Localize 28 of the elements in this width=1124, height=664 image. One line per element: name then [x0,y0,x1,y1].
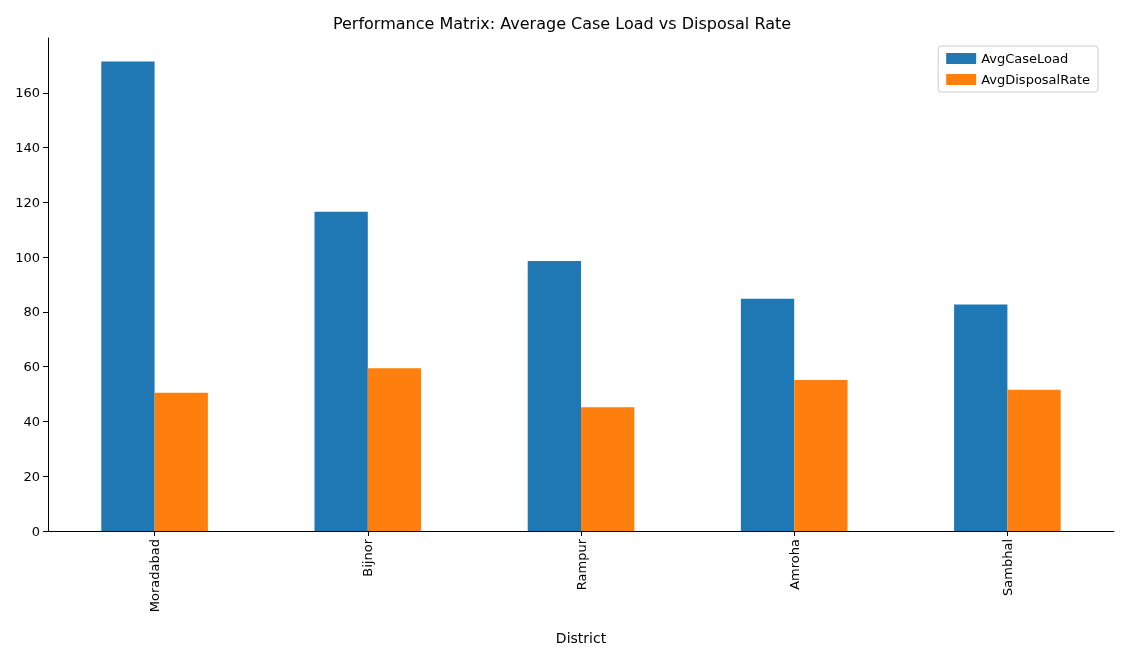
bar [740,298,795,531]
bar [1007,389,1061,531]
x-tick-label: Sambhal [999,539,1015,596]
bar [527,260,581,531]
bar [581,407,635,531]
bar [367,368,422,531]
x-tick-label: Moradabad [147,539,163,613]
y-tick-label: 40 [23,413,40,429]
y-tick-label: 160 [15,85,40,101]
y-tick-label: 0 [31,523,40,539]
legend-label: AvgCaseLoad [981,51,1069,66]
y-tick-label: 20 [23,468,40,484]
y-tick-label: 100 [15,249,40,265]
y-tick-label: 80 [23,304,40,320]
x-tick-label: Amroha [786,539,802,590]
bar [154,392,208,531]
x-axis-title: District [555,630,607,646]
y-tick-label: 140 [15,140,40,156]
bar [954,304,1008,531]
legend-label: AvgDisposalRate [981,72,1091,87]
y-tick-label: 120 [15,194,40,210]
y-tick-label: 60 [23,359,40,375]
bar [314,211,368,531]
x-tick-label: Rampur [573,538,589,591]
bar [101,61,155,531]
chart-title: Performance Matrix: Average Case Load vs Disposal Rate [332,13,792,33]
bar [794,380,848,531]
x-tick-label: Bijnor [360,538,376,577]
